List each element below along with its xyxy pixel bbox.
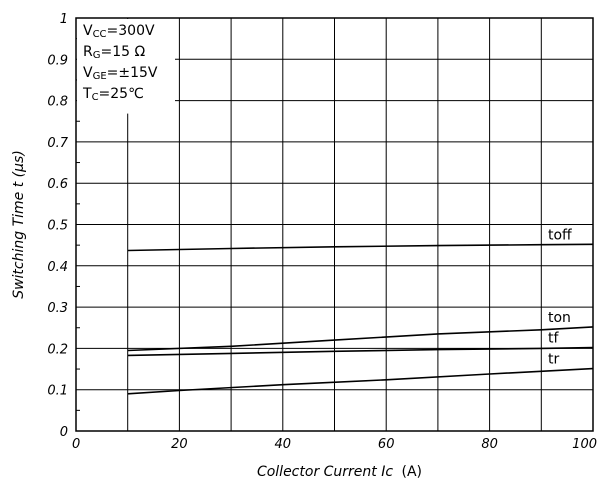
y-tick-label: 0.9 — [47, 53, 68, 68]
y-tick-label: 0.6 — [47, 177, 68, 192]
y-axis-label: Switching Time t (μs) — [11, 150, 27, 299]
series-label-tf: tf — [548, 331, 559, 347]
y-tick-label: 0.7 — [47, 136, 68, 151]
condition-line: TC=25℃ — [82, 86, 144, 103]
y-tick-label: 0 — [60, 425, 68, 440]
x-axis-label-unit: (A) — [402, 464, 423, 480]
y-tick-label: 0.8 — [47, 95, 68, 110]
x-axis-label-main: Collector Current Ic — [257, 464, 393, 480]
series-line-toff — [127, 243, 594, 252]
y-tick-label: 0.2 — [47, 342, 68, 357]
x-tick-label: 80 — [481, 437, 498, 452]
conditions-legend: VCC=300V RG=15 Ω VGE=±15V TC=25℃ — [82, 23, 158, 103]
x-tick-label: 100 — [572, 437, 597, 452]
condition-line: VCC=300V — [83, 23, 155, 40]
series-lines: toff ton tf tr — [127, 227, 594, 395]
series-line-tf — [127, 346, 594, 357]
plot-frame — [75, 17, 594, 432]
series-label-ton: ton — [548, 310, 571, 326]
series-line-ton — [127, 326, 594, 352]
conditions-box-background — [77, 19, 175, 114]
y-tick-label: 0.1 — [47, 384, 68, 399]
x-tick-label: 60 — [378, 437, 395, 452]
x-axis-label: Collector Current Ic (A) — [257, 464, 422, 480]
y-tick-label: 0.4 — [47, 260, 68, 275]
x-tick-label: 0 — [72, 437, 80, 452]
condition-line: RG=15 Ω — [83, 44, 145, 61]
series-label-toff: toff — [548, 227, 572, 243]
series-label-tr: tr — [548, 352, 559, 368]
x-tick-label: 40 — [275, 437, 292, 452]
y-tick-label: 0.3 — [47, 301, 68, 316]
y-tick-label: 0.5 — [47, 219, 68, 234]
condition-line: VGE=±15V — [83, 65, 158, 82]
series-line-tr — [127, 367, 594, 395]
y-tick-labels: 0 0.1 0.2 0.3 0.4 0.5 0.6 0.7 0.8 0.9 1 — [47, 12, 68, 440]
x-tick-labels: 0 20 40 60 80 100 — [72, 437, 597, 452]
y-tick-label: 1 — [60, 12, 68, 27]
x-tick-label: 20 — [171, 437, 188, 452]
